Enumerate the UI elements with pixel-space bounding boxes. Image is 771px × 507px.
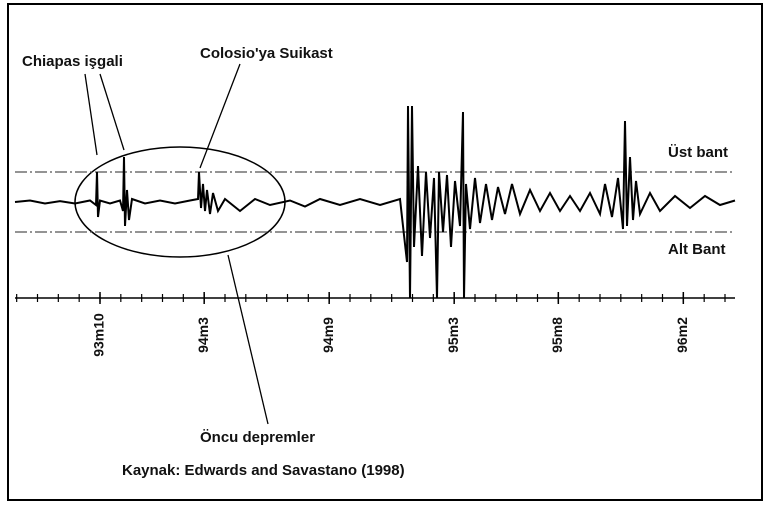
plot: Üst bant Alt Bant 93m10 94m3 94m9 95m3 95m8 96m… (14, 105, 736, 357)
source: Kaynak: Edwards and Savastano (1998) (122, 462, 405, 479)
x-tick-label: 93m10 (91, 313, 107, 357)
annotation-arrow (99, 73, 125, 151)
annotation-line (227, 254, 269, 425)
band-label: Alt Bant (668, 241, 726, 258)
frame (7, 3, 763, 501)
annotation-arrow (84, 73, 98, 156)
annotation: Chiapas işgali (22, 53, 123, 70)
annotation: Öncu depremler (200, 429, 315, 446)
signal-line (14, 105, 736, 299)
annotation-line (199, 63, 241, 169)
x-tick-label: 95m3 (445, 317, 461, 353)
x-tick-label: 96m2 (674, 317, 690, 353)
x-tick-label: 94m3 (195, 317, 211, 353)
x-tick-label: 94m9 (320, 317, 336, 353)
band-label: Üst bant (668, 144, 728, 161)
x-tick-label: 95m8 (549, 317, 565, 353)
annotation: Colosio'ya Suikast (200, 45, 333, 62)
